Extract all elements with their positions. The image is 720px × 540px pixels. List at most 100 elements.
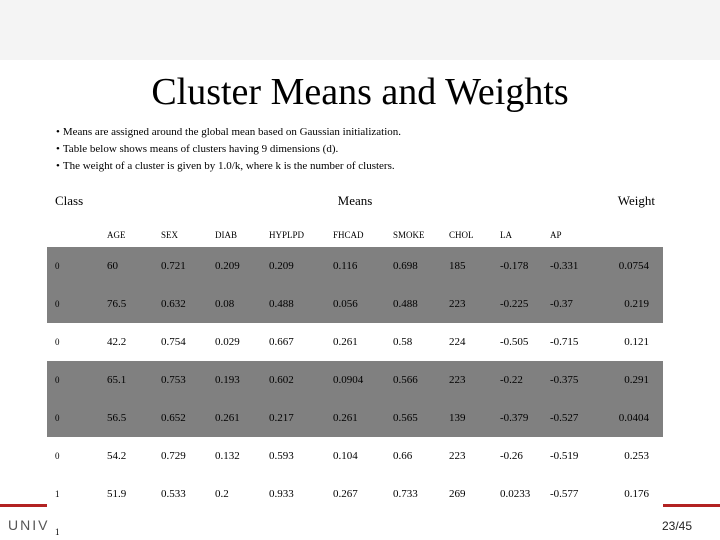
footer-university-label: UNIV	[8, 517, 50, 533]
column-header: CHOL	[449, 229, 474, 240]
mean-cell: -0.379	[494, 399, 544, 437]
slide-title: Cluster Means and Weights	[151, 71, 569, 113]
class-cell: 0	[47, 285, 101, 323]
page-number: 23/45	[662, 519, 693, 533]
mean-cell: 76.5	[101, 285, 155, 323]
mean-cell: 0.533	[155, 475, 209, 513]
bullet-item: The weight of a cluster is given by 1.0/…	[56, 158, 401, 175]
footer-accent-line	[0, 504, 47, 507]
mean-cell: 0.488	[387, 285, 443, 323]
table-body: 0 60 0.721 0.209 0.209 0.116 0.698 185 -0.178 -0.…	[47, 247, 663, 540]
mean-cell: 223	[443, 285, 494, 323]
footer-accent-line	[663, 504, 720, 507]
mean-cell: -0.178	[494, 247, 544, 285]
top-band	[0, 0, 720, 60]
mean-cell: 185	[443, 247, 494, 285]
mean-cell: -0.37	[544, 285, 603, 323]
class-cell: 0	[47, 323, 101, 361]
column-header: FHCAD	[333, 229, 364, 240]
mean-cell: 42.2	[101, 323, 155, 361]
mean-cell: 0.593	[263, 437, 327, 475]
mean-cell: 0.66	[387, 437, 443, 475]
mean-cell: -0.225	[494, 285, 544, 323]
mean-cell: 65.1	[101, 361, 155, 399]
mean-cell: 0.0904	[327, 361, 387, 399]
class-cell: 1	[47, 475, 101, 513]
mean-cell: 0.261	[327, 323, 387, 361]
mean-cell: -0.505	[494, 323, 544, 361]
mean-cell	[209, 513, 263, 540]
mean-cell: 0.58	[387, 323, 443, 361]
mean-cell	[101, 513, 155, 540]
mean-cell: 0.729	[155, 437, 209, 475]
mean-cell: 60	[101, 247, 155, 285]
class-cell: 0	[47, 247, 101, 285]
mean-cell: -0.527	[544, 399, 603, 437]
mean-cell: 0.261	[327, 399, 387, 437]
mean-cell: 0.193	[209, 361, 263, 399]
mean-cell: 0.261	[209, 399, 263, 437]
column-header: DIAB	[215, 229, 237, 240]
mean-cell: 0.753	[155, 361, 209, 399]
mean-cell: -0.22	[494, 361, 544, 399]
table-row: 0 54.2 0.729 0.132 0.593 0.104 0.66 223 -0.26 -0.…	[47, 437, 663, 475]
weight-cell: 0.0754	[603, 247, 663, 285]
mean-cell: 0.132	[209, 437, 263, 475]
mean-cell: 223	[443, 361, 494, 399]
column-header-row: AGE SEX DIAB HYPLPD FHCAD SMOKE CHOL LA …	[47, 222, 663, 247]
bullet-item: Means are assigned around the global mea…	[56, 124, 401, 141]
mean-cell: 0.08	[209, 285, 263, 323]
cluster-means-table: Class Means Weight AGE SEX DIAB HYPLPD F…	[47, 180, 663, 540]
mean-cell: 0.488	[263, 285, 327, 323]
mean-cell: 0.933	[263, 475, 327, 513]
mean-cell	[443, 513, 494, 540]
mean-cell: 224	[443, 323, 494, 361]
mean-cell: 0.733	[387, 475, 443, 513]
mean-cell: 54.2	[101, 437, 155, 475]
mean-cell: 0.698	[387, 247, 443, 285]
mean-cell: 0.721	[155, 247, 209, 285]
mean-cell	[387, 513, 443, 540]
mean-cell: -0.331	[544, 247, 603, 285]
class-cell: 0	[47, 399, 101, 437]
mean-cell: 0.565	[387, 399, 443, 437]
mean-cell: 0.029	[209, 323, 263, 361]
mean-cell: -0.577	[544, 475, 603, 513]
column-header: AGE	[107, 229, 126, 240]
mean-cell: -0.715	[544, 323, 603, 361]
table-header-row: Class Means Weight	[47, 180, 663, 222]
column-header: LA	[500, 229, 512, 240]
table-row: 0 65.1 0.753 0.193 0.602 0.0904 0.566 223 -0.22-…	[47, 361, 663, 399]
mean-cell: 0.2	[209, 475, 263, 513]
mean-cell: 0.602	[263, 361, 327, 399]
mean-cell: 0.267	[327, 475, 387, 513]
mean-cell: -0.375	[544, 361, 603, 399]
mean-cell: 51.9	[101, 475, 155, 513]
mean-cell: 0.209	[263, 247, 327, 285]
weight-cell: 0.0404	[603, 399, 663, 437]
means-header: Means	[337, 193, 373, 208]
class-cell: 0	[47, 361, 101, 399]
empty-header-cell	[47, 222, 101, 247]
mean-cell	[327, 513, 387, 540]
mean-cell: 56.5	[101, 399, 155, 437]
mean-cell	[494, 513, 544, 540]
weight-cell	[603, 513, 663, 540]
table-row: 0 42.2 0.754 0.029 0.667 0.261 0.58 224 -0.505 -0…	[47, 323, 663, 361]
bullet-item: Table below shows means of clusters havi…	[56, 141, 401, 158]
mean-cell	[263, 513, 327, 540]
weight-cell: 0.219	[603, 285, 663, 323]
weight-header: Weight	[617, 193, 656, 208]
table-row: 1 51.9 0.533 0.2 0.933 0.267 0.733 269 0.0233 -0.…	[47, 475, 663, 513]
mean-cell: 223	[443, 437, 494, 475]
table-row: 0 56.5 0.652 0.261 0.217 0.261 0.565 139 -0.379-…	[47, 399, 663, 437]
mean-cell: -0.519	[544, 437, 603, 475]
mean-cell: -0.26	[494, 437, 544, 475]
mean-cell	[155, 513, 209, 540]
mean-cell: 0.566	[387, 361, 443, 399]
table-row: 1	[47, 513, 663, 540]
empty-header-cell	[603, 222, 663, 247]
mean-cell: 0.104	[327, 437, 387, 475]
column-header: AP	[550, 229, 562, 240]
mean-cell: 0.209	[209, 247, 263, 285]
